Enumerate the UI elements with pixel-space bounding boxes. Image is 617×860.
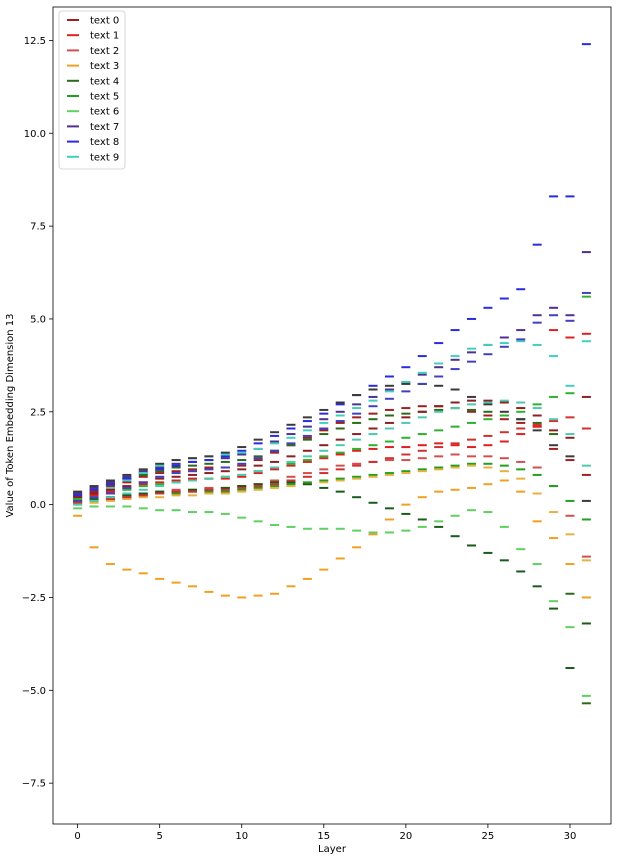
x-tick-label: 20	[399, 831, 412, 842]
x-axis-ticks: 0 5 10 15 20 25 30	[74, 824, 576, 842]
y-tick-label: 2.5	[30, 407, 46, 418]
y-tick-label: 10.0	[24, 129, 46, 140]
legend-entry-label: text 4	[90, 76, 119, 87]
y-tick-label: 5.0	[30, 314, 46, 325]
y-tick-label: 0.0	[30, 500, 46, 511]
y-tick-label: −5.0	[22, 686, 46, 697]
y-axis-ticks: −7.5 −5.0 −2.5 0.0 2.5 5.0 7.5 10.0 12.5	[22, 36, 53, 790]
legend-entry-label: text 9	[90, 152, 119, 163]
x-tick-label: 5	[156, 831, 162, 842]
legend-entry-label: text 0	[90, 16, 119, 27]
y-tick-label: −7.5	[22, 779, 46, 790]
x-tick-label: 10	[235, 831, 248, 842]
x-tick-label: 0	[74, 831, 80, 842]
plot-frame	[52, 6, 612, 825]
x-axis-label: Layer	[318, 844, 347, 855]
y-axis-label: Value of Token Embedding Dimension 13	[5, 313, 16, 517]
y-tick-label: −2.5	[22, 593, 46, 604]
legend-entry-label: text 7	[90, 122, 119, 133]
x-tick-label: 30	[564, 831, 577, 842]
legend-entry-label: text 6	[90, 107, 119, 118]
data-marks	[73, 43, 591, 705]
legend: text 0 text 1 text 2 text 3 text 4 text 5 text…	[58, 10, 126, 170]
legend-entry-label: text 2	[90, 46, 119, 57]
x-tick-label: 15	[317, 831, 330, 842]
x-tick-label: 25	[482, 831, 495, 842]
legend-entry-label: text 5	[90, 92, 119, 103]
y-tick-label: 7.5	[30, 222, 46, 233]
legend-entry-label: text 8	[90, 137, 119, 148]
y-tick-label: 12.5	[24, 36, 46, 47]
legend-entry-label: text 3	[90, 61, 119, 72]
legend-entry-label: text 1	[90, 31, 119, 42]
